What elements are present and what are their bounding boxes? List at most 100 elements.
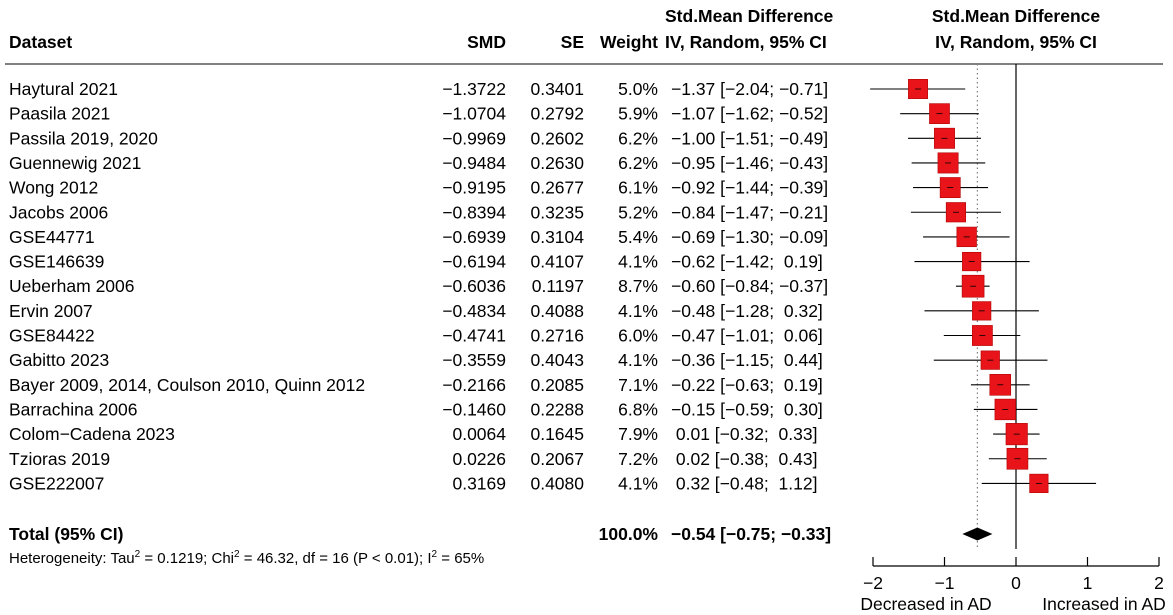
- study-name: GSE146639: [9, 252, 104, 272]
- study-smd: −1.0704: [442, 104, 506, 124]
- study-name: Barrachina 2006: [9, 399, 137, 419]
- heterogeneity-text: Heterogeneity: Tau2 = 0.1219; Chi2 = 46.…: [9, 549, 484, 567]
- x-tick-label: 1: [1083, 573, 1093, 593]
- study-smd: −0.2166: [442, 375, 506, 395]
- study-ci: −1.00 [−1.51; −0.49]: [671, 128, 828, 148]
- plot-area: −2 −1 0 1 2: [863, 64, 1164, 593]
- x-tick-label: −1: [935, 573, 955, 593]
- study-name: Passila 2019, 2020: [9, 128, 158, 148]
- study-ci: −0.95 [−1.46; −0.43]: [671, 153, 828, 173]
- study-smd: −0.4741: [442, 326, 506, 346]
- study-se: 0.4088: [530, 301, 584, 321]
- total-weight: 100.0%: [599, 524, 659, 544]
- study-se: 0.2085: [530, 375, 584, 395]
- study-se: 0.4107: [530, 252, 584, 272]
- study-name: Haytural 2021: [9, 79, 118, 99]
- study-name: Gabitto 2023: [9, 350, 109, 370]
- total-label: Total (95% CI): [9, 524, 123, 544]
- header-smd: SMD: [467, 32, 506, 52]
- study-name: Ervin 2007: [9, 301, 93, 321]
- study-smd: −0.9969: [442, 128, 506, 148]
- study-ci: −0.36 [−1.15; 0.44]: [671, 350, 823, 370]
- total-ci: −0.54 [−0.75; −0.33]: [671, 524, 831, 544]
- study-se: 0.2716: [530, 326, 584, 346]
- study-weight: 6.1%: [618, 178, 658, 198]
- study-smd: −0.3559: [442, 350, 506, 370]
- study-ci: −0.62 [−1.42; 0.19]: [671, 252, 823, 272]
- study-weight: 5.2%: [618, 202, 658, 222]
- study-smd: −0.4834: [442, 301, 506, 321]
- study-smd: −0.1460: [442, 399, 506, 419]
- study-se: 0.3104: [530, 227, 584, 247]
- study-rows: Haytural 2021 −1.3722 0.3401 5.0% −1.37 [−2.…: [9, 79, 828, 493]
- study-ci: −0.48 [−1.28; 0.32]: [671, 301, 823, 321]
- study-name: GSE84422: [9, 326, 95, 346]
- study-weight: 5.4%: [618, 227, 658, 247]
- study-se: 0.1645: [530, 424, 584, 444]
- study-smd: −0.6194: [442, 252, 506, 272]
- study-smd: −0.6939: [442, 227, 506, 247]
- study-smd: 0.3169: [452, 473, 506, 493]
- study-smd: 0.0064: [452, 424, 506, 444]
- study-weight: 7.1%: [618, 375, 658, 395]
- study-name: GSE44771: [9, 227, 95, 247]
- header-weight: Weight: [600, 32, 658, 52]
- header-se: SE: [561, 32, 584, 52]
- study-weight: 4.1%: [618, 473, 658, 493]
- x-tick-label: 0: [1011, 573, 1021, 593]
- x-axis-label-left: Decreased in AD: [860, 594, 991, 614]
- study-se: 0.2288: [530, 399, 584, 419]
- study-ci: −1.37 [−2.04; −0.71]: [671, 79, 828, 99]
- study-se: 0.3401: [530, 79, 584, 99]
- study-smd: 0.0226: [452, 449, 506, 469]
- study-ci: −0.47 [−1.01; 0.06]: [671, 326, 823, 346]
- study-name: Bayer 2009, 2014, Coulson 2010, Quinn 20…: [9, 375, 365, 395]
- pooled-diamond: [962, 527, 993, 541]
- study-name: Paasila 2021: [9, 104, 110, 124]
- study-ci: 0.02 [−0.38; 0.43]: [671, 449, 817, 469]
- study-weight: 6.2%: [618, 153, 658, 173]
- header-dataset: Dataset: [9, 32, 72, 52]
- study-se: 0.3235: [530, 202, 584, 222]
- study-smd: −0.6036: [442, 276, 506, 296]
- header-ci-line2: IV, Random, 95% CI: [665, 32, 827, 52]
- study-name: Tzioras 2019: [9, 449, 110, 469]
- study-name: Guennewig 2021: [9, 153, 141, 173]
- study-se: 0.2630: [530, 153, 584, 173]
- study-se: 0.2792: [530, 104, 584, 124]
- study-weight: 4.1%: [618, 350, 658, 370]
- study-ci: 0.32 [−0.48; 1.12]: [671, 473, 817, 493]
- header-plot-line1: Std.Mean Difference: [932, 6, 1100, 26]
- study-weight: 7.2%: [618, 449, 658, 469]
- study-weight: 4.1%: [618, 252, 658, 272]
- study-weight: 7.9%: [618, 424, 658, 444]
- x-tick-label: −2: [863, 573, 883, 593]
- study-weight: 8.7%: [618, 276, 658, 296]
- study-ci: −0.84 [−1.47; −0.21]: [671, 202, 828, 222]
- study-ci: −0.15 [−0.59; 0.30]: [671, 399, 823, 419]
- study-name: Jacobs 2006: [9, 202, 108, 222]
- study-name: Wong 2012: [9, 178, 98, 198]
- study-se: 0.4080: [530, 473, 584, 493]
- study-name: Ueberham 2006: [9, 276, 135, 296]
- study-weight: 6.8%: [618, 399, 658, 419]
- study-ci: −0.60 [−0.84; −0.37]: [671, 276, 828, 296]
- study-weight: 5.0%: [618, 79, 658, 99]
- study-weight: 6.2%: [618, 128, 658, 148]
- study-ci: −0.92 [−1.44; −0.39]: [671, 178, 828, 198]
- study-se: 0.1197: [532, 276, 584, 296]
- study-se: 0.2067: [530, 449, 584, 469]
- study-ci: −0.22 [−0.63; 0.19]: [671, 375, 823, 395]
- study-ci: −0.69 [−1.30; −0.09]: [671, 227, 828, 247]
- study-smd: −0.8394: [442, 202, 506, 222]
- study-smd: −0.9195: [442, 178, 506, 198]
- study-weight: 5.9%: [618, 104, 658, 124]
- study-ci: −1.07 [−1.62; −0.52]: [671, 104, 828, 124]
- study-name: Colom−Cadena 2023: [9, 424, 175, 444]
- study-weight: 6.0%: [618, 326, 658, 346]
- study-smd: −1.3722: [442, 79, 506, 99]
- x-axis-label-right: Increased in AD: [1042, 594, 1166, 614]
- header-ci-line1: Std.Mean Difference: [665, 6, 833, 26]
- study-se: 0.4043: [530, 350, 584, 370]
